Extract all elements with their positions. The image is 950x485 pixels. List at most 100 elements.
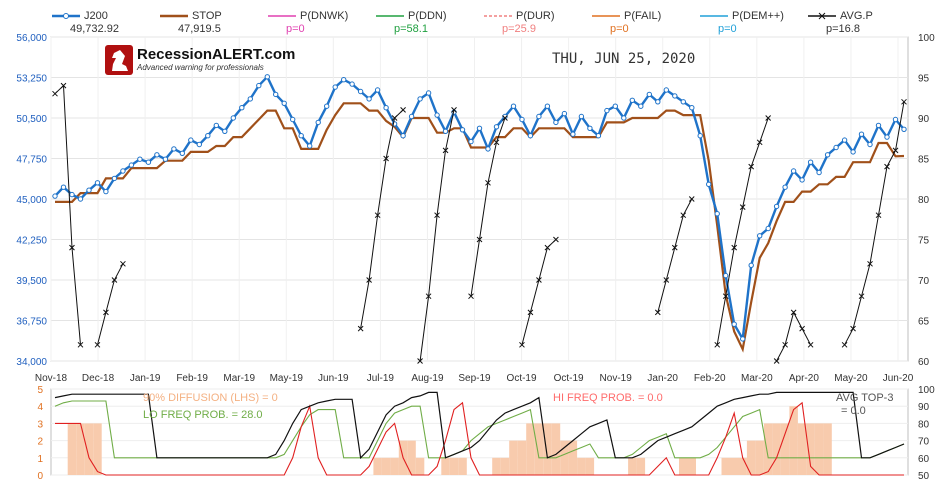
j200-point [442,128,449,135]
x-tick-label: Jul-19 [367,373,395,384]
avg-p-marker [841,341,848,348]
j200-point [52,193,58,199]
j200-point [434,112,440,118]
j200-point [256,82,262,89]
avg-p-marker [485,179,491,186]
x-tick-label: Jan-20 [647,373,678,384]
j200-point [782,184,788,190]
diffusion-bar [551,423,561,475]
j200-point [94,180,101,186]
diffusion-bar [492,457,501,475]
avg-p-line [844,101,905,346]
y-left-tick-label: 56,000 [16,33,47,44]
j200-point [816,169,822,176]
diffusion-bar [449,457,459,475]
avg-p-marker [400,107,406,113]
y-left-tick-label: 42,250 [16,236,47,247]
j200-point [408,113,415,120]
diffusion-bar [67,423,77,475]
j200-point [383,105,389,111]
j200-point [298,133,304,139]
lower-y-right-tick: 60 [918,454,930,465]
avg-p-line [97,263,124,345]
j200-point [561,110,568,117]
main-series [52,74,907,364]
legend-value: p=0 [610,23,629,35]
lower-y-right-tick: 100 [918,385,935,396]
avg-p-marker [69,244,75,251]
x-axis-ticks: Nov-18 Dec-18 Jan-19 Feb-19 Mar-19 May-19 Jun-… [35,373,914,384]
avg-p-marker [536,277,542,283]
legend-name: P(DEM++) [732,10,784,22]
j200-point [247,96,254,102]
j200-point [425,90,432,96]
j200-point [468,138,474,145]
x-tick-label: Apr-20 [789,373,819,384]
diffusion-bar [93,423,102,475]
j200-point [901,126,907,133]
j200-point [60,184,67,190]
j200-point [841,137,848,143]
avg-p-marker [77,341,84,348]
diffusion-bar [746,440,756,475]
stop-line [55,102,905,353]
legend: J20049,732.92STOP47,919.5P(DNWK)p=0P(DDN… [52,10,873,35]
avg-p-marker [391,115,398,121]
y-left-tick-label: 39,500 [16,276,47,287]
j200-point [307,143,313,149]
avg-p-marker [476,236,483,243]
diffusion-bar [789,406,798,475]
avg-p-marker [799,325,805,332]
j200-point [672,93,678,99]
brand-logo: RecessionALERT.com Advanced warning for … [105,45,295,75]
j200-point [205,133,211,139]
j200-point [621,115,627,121]
j200-point [697,133,703,139]
diffusion-bar [806,423,815,475]
x-tick-label: Oct-19 [507,373,537,384]
avg-p-marker [688,196,695,202]
j200-point [86,187,92,193]
avg-p-marker [722,293,729,300]
j200-point [595,133,602,139]
j200-point [510,103,517,109]
j200-point [120,168,126,174]
j200-point [137,156,143,162]
y-left-tick-label: 36,750 [16,317,47,328]
j200-point [892,116,899,123]
j200-point [374,87,381,93]
hi-freq-annotation: HI FREQ PROB. = 0.0 [553,392,663,404]
legend-name: P(DUR) [516,10,555,22]
j200-point [850,149,856,155]
legend-name: STOP [192,10,222,22]
x-tick-label: Nov-18 [35,373,68,384]
diffusion-bar [76,423,85,475]
j200-point [417,96,423,102]
j200-point [145,159,152,165]
diffusion-bar [517,440,527,475]
y-right-tick-label: 75 [918,236,930,247]
j200-point [366,96,372,102]
avg-p-marker [103,309,109,316]
avg-p-marker [425,293,432,300]
legend-name: P(DNWK) [300,10,348,22]
legend-name: P(FAIL) [624,10,661,22]
legend-value: p=25.9 [502,23,536,35]
j200-point [833,144,839,151]
avg-p-marker [875,212,882,219]
legend-marker [63,13,69,19]
chart-date-label: THU, JUN 25, 2020 [552,51,695,67]
lower-y-left-tick: 3 [37,419,43,430]
y-right-tick-label: 95 [918,74,930,85]
j200-point [663,87,669,93]
j200-point [570,131,576,137]
j200-point [324,103,330,109]
lower-series [54,391,905,476]
j200-point [357,88,364,95]
legend-value: p=58.1 [394,23,428,35]
knight-chess-icon [112,50,128,71]
j200-point [213,122,220,129]
avg-p-marker [468,293,474,300]
j200-point [748,262,754,268]
